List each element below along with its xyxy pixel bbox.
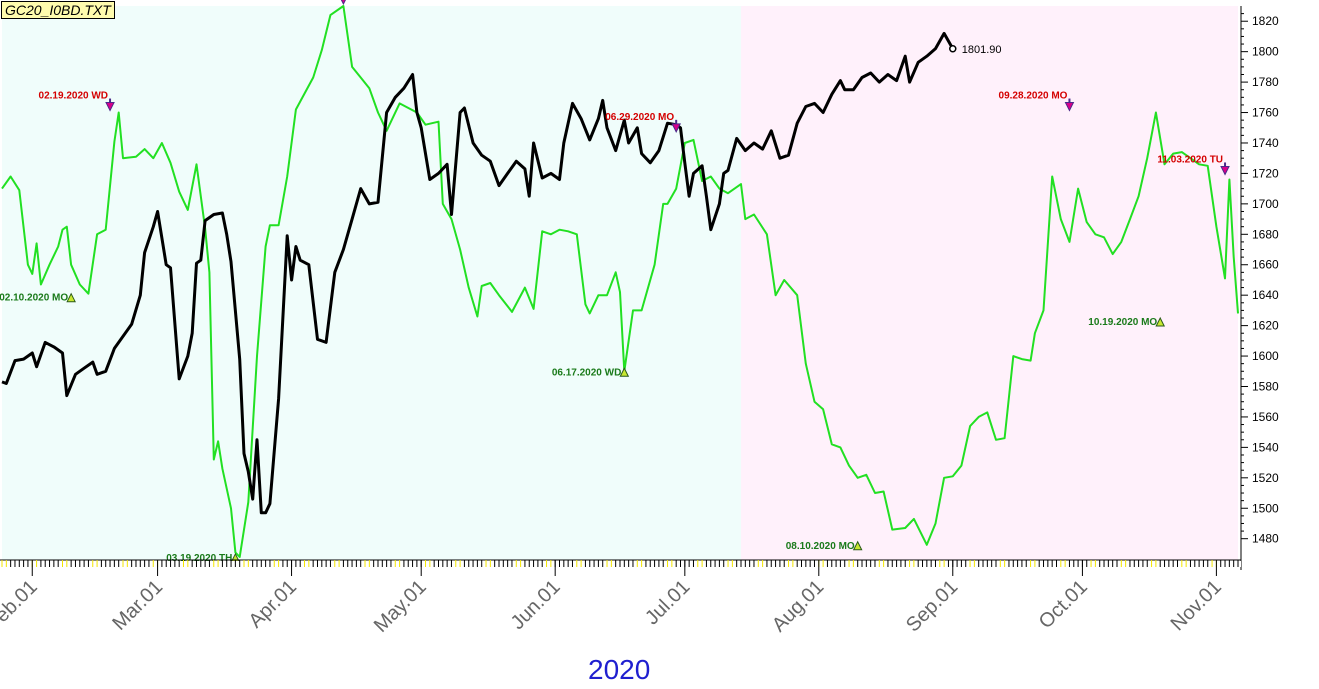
x-tick-label: Oct.01	[1035, 576, 1092, 633]
y-tick-label: 1500	[1252, 501, 1279, 515]
chart-title: GC20_I0BD.TXT	[1, 1, 115, 19]
y-tick-label: 1720	[1252, 166, 1279, 180]
y-tick-label: 1540	[1252, 440, 1279, 454]
shaded-region-1	[2, 6, 742, 560]
x-axis: Feb.01 Mar.01 Apr.01 May.01 Jun.01 Jul.01 Aug.…	[0, 559, 1241, 637]
peak-label: 06.29.2020 MO	[605, 112, 674, 123]
x-tick-label: Nov.01	[1167, 576, 1226, 635]
year-label: 2020	[588, 654, 651, 685]
y-tick-label: 1700	[1252, 197, 1279, 211]
y-axis: 1480 1500 1520 1540 1560 1580 1600 1620 1640 1660…	[1240, 6, 1279, 570]
y-tick-label: 1580	[1252, 379, 1279, 393]
y-tick-label: 1820	[1252, 14, 1279, 28]
y-tick-label: 1780	[1252, 75, 1279, 89]
trough-arrow	[1155, 316, 1166, 327]
trough-label: 10.19.2020 MO	[1088, 317, 1157, 328]
y-tick-label: 1660	[1252, 258, 1279, 272]
y-tick-label: 1560	[1252, 410, 1279, 424]
peak-label: 11.03.2020 TU	[1157, 154, 1223, 165]
y-tick-label: 1620	[1252, 319, 1279, 333]
y-tick-label: 1740	[1252, 136, 1279, 150]
y-tick-label: 1640	[1252, 288, 1279, 302]
trough-arrow	[66, 292, 76, 303]
trough-arrow	[619, 367, 630, 377]
y-tick-label: 1680	[1252, 227, 1279, 241]
y-tick-label: 1520	[1252, 471, 1279, 485]
trough-arrow	[852, 540, 863, 551]
series-line-1	[1, 5, 1239, 558]
x-tick-label: Apr.01	[245, 576, 301, 632]
peak-label: 09.28.2020 MO	[999, 91, 1068, 102]
last-value-label: 1801.90	[962, 44, 1002, 56]
y-tick-label: 1800	[1252, 45, 1279, 59]
last-value-marker	[949, 45, 957, 53]
peak-label: 02.19.2020 WD	[39, 91, 109, 102]
peak-arrow	[340, 0, 346, 6]
trough-label: 02.10.2020 MO	[0, 293, 68, 304]
x-tick-label: Mar.01	[108, 576, 167, 635]
chart-background	[2, 6, 1238, 560]
y-tick-label: 1480	[1252, 532, 1279, 546]
x-tick-label: Sep.01	[902, 576, 962, 636]
trough-label: 08.10.2020 MO	[786, 541, 855, 552]
shaded-region-2	[741, 6, 1238, 560]
x-tick-label: May.01	[370, 576, 431, 637]
y-tick-label: 1760	[1252, 106, 1279, 120]
x-tick-label: Jun.01	[507, 576, 565, 634]
series-layer: 1801.90	[1, 5, 1239, 558]
y-tick-label: 1600	[1252, 349, 1279, 363]
x-tick-label: Feb.01	[0, 576, 42, 636]
x-tick-label: Jul.01	[641, 576, 694, 629]
series-line-2	[1, 31, 955, 515]
x-tick-label: Aug.01	[768, 576, 828, 636]
trough-label: 06.17.2020 WD	[552, 367, 622, 378]
trough-label: 03.19.2020 TH	[166, 553, 232, 564]
